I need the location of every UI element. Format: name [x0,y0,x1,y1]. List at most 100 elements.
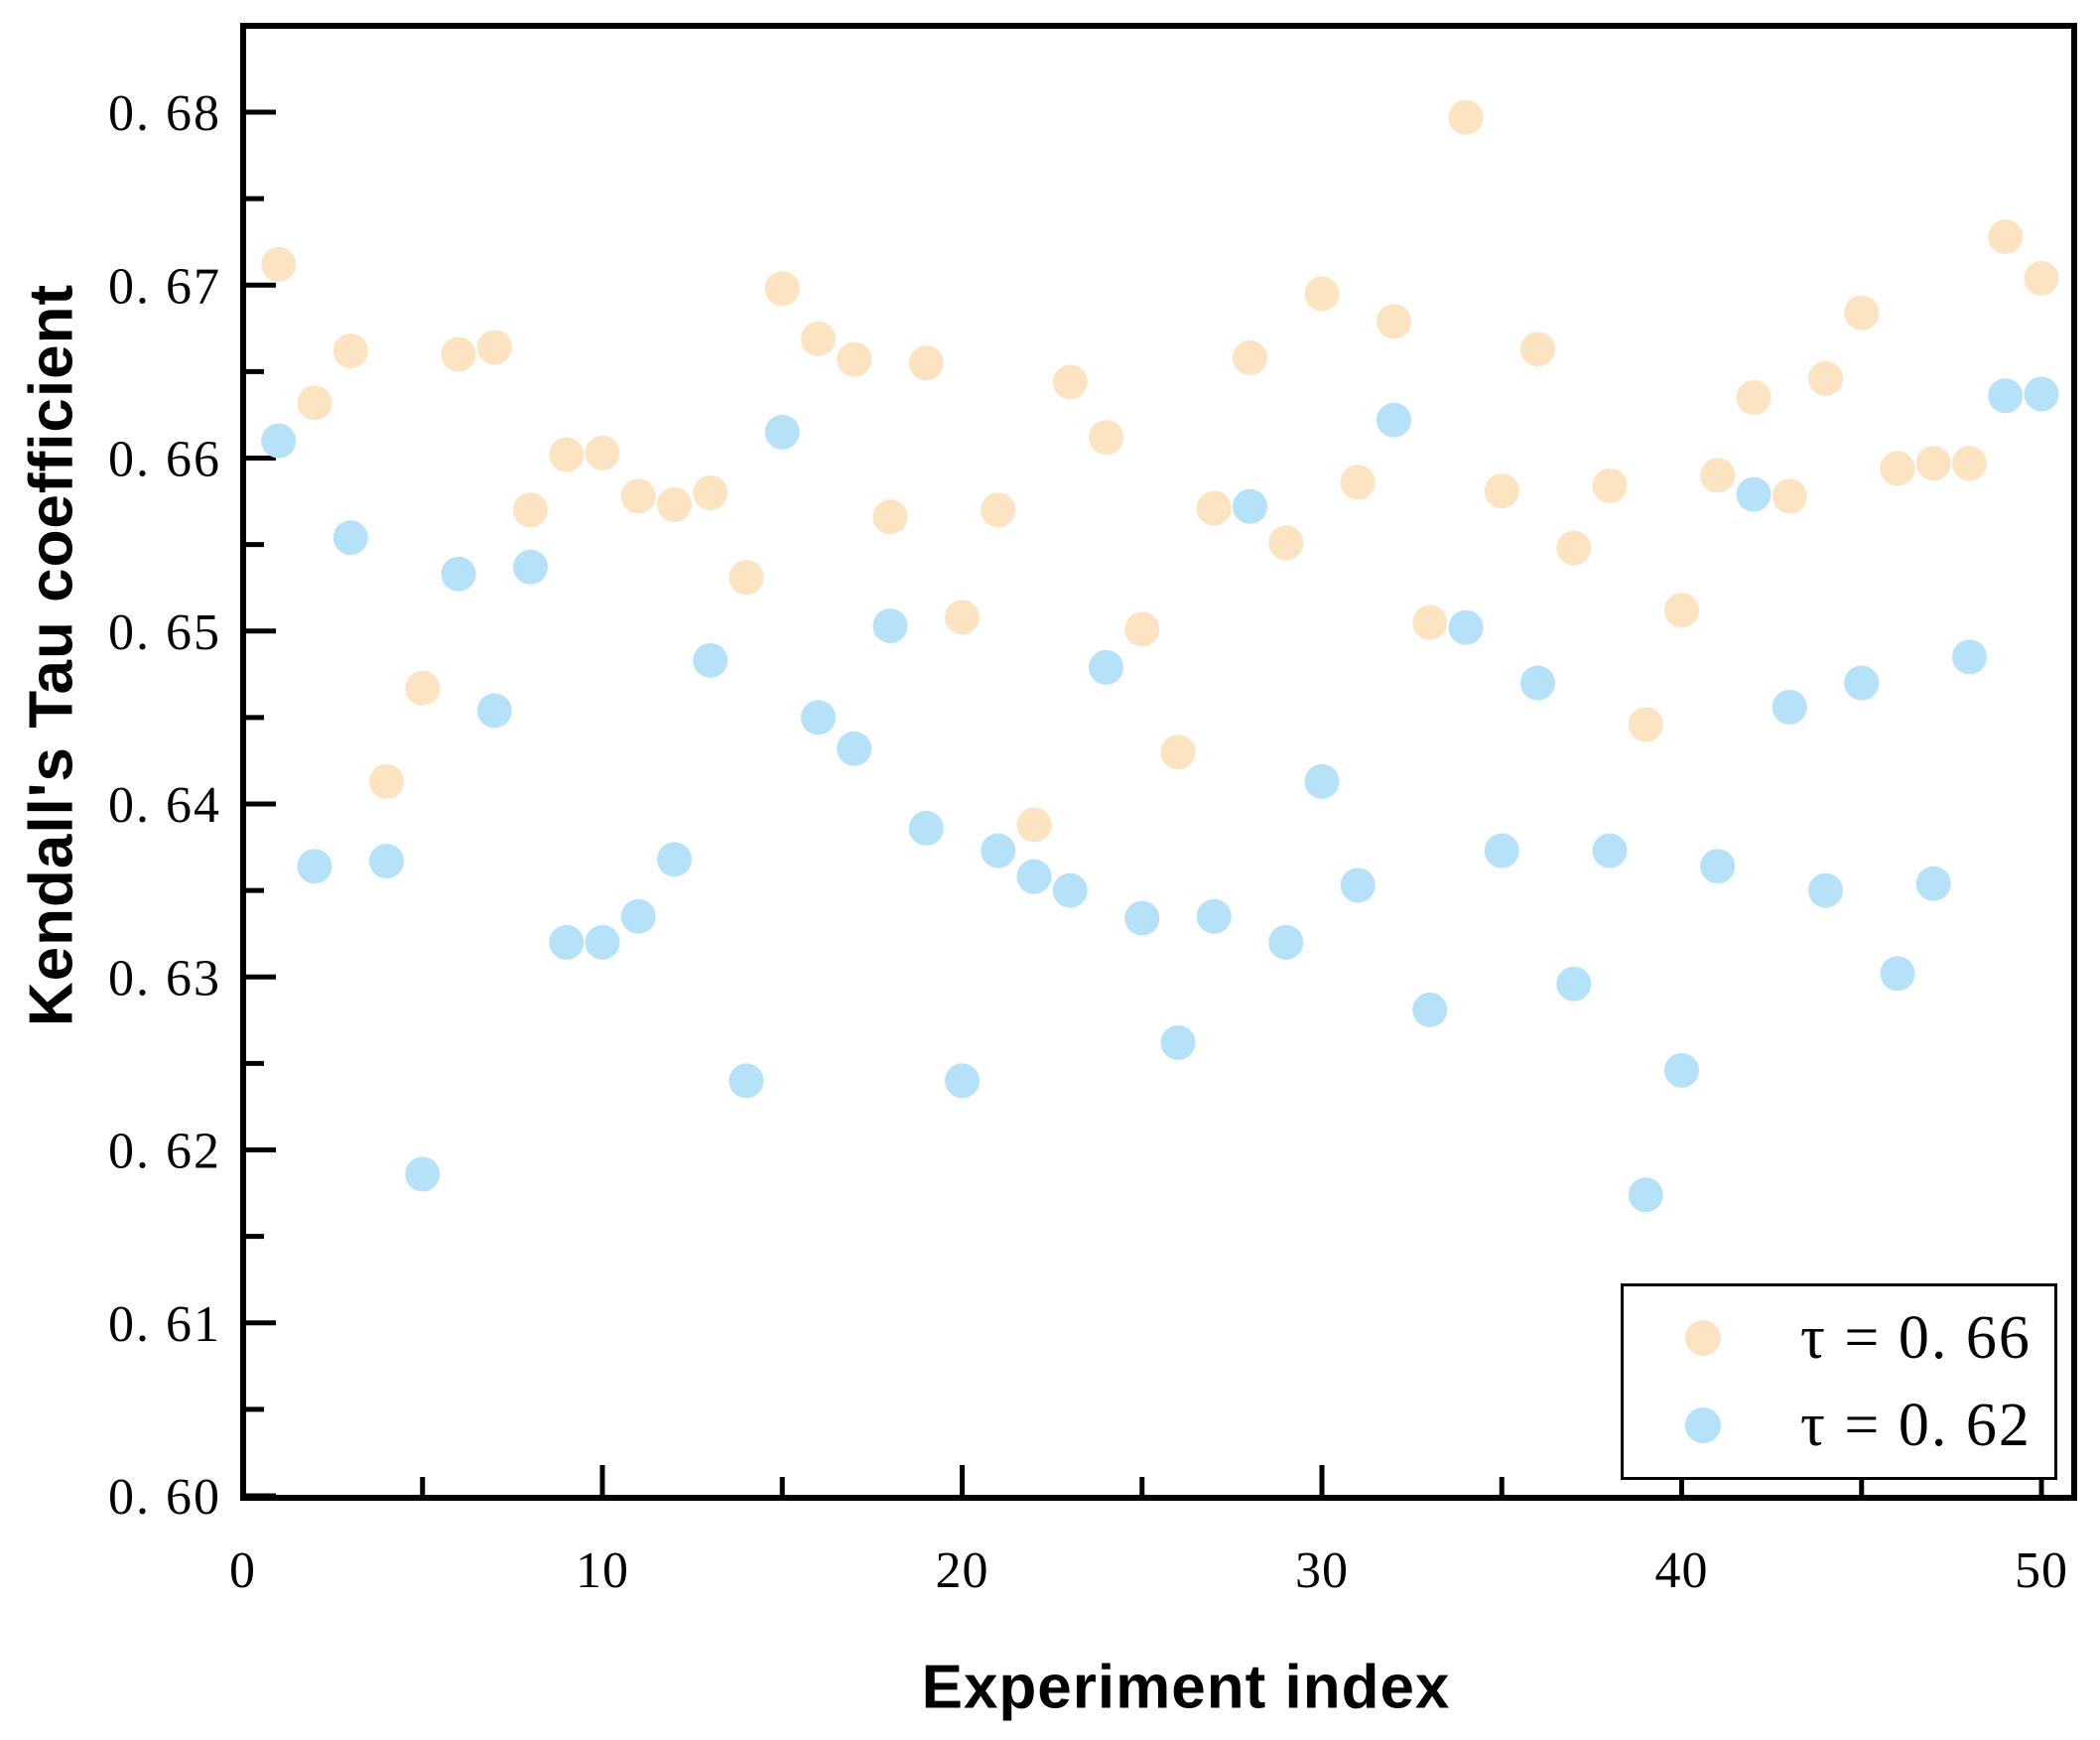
data-point [1016,859,1052,894]
data-point [2024,260,2059,296]
data-point [1520,665,1555,701]
data-point [441,556,476,592]
data-point [728,1063,764,1099]
data-point [1340,465,1376,500]
data-point [585,435,620,470]
data-point [1628,707,1663,742]
x-axis-title: Experiment index [921,1653,1451,1722]
data-point [620,898,656,934]
data-point [1377,304,1411,339]
data-point [1016,807,1052,843]
data-point [513,492,548,528]
data-point [332,520,368,556]
data-point [332,333,368,368]
data-point [513,549,548,585]
data-point [1124,611,1160,647]
legend-marker-orange-icon [1685,1320,1721,1356]
data-point [1196,898,1232,934]
data-point [981,833,1016,869]
data-point [549,924,585,960]
data-point [1592,833,1628,869]
data-point [837,341,872,377]
data-point [1592,468,1628,503]
data-point [801,700,836,736]
data-point [261,246,297,282]
data-point [476,693,512,729]
data-point [657,487,692,523]
data-point [1124,900,1160,936]
data-point [1556,530,1592,566]
data-point [585,924,620,960]
data-point [369,844,404,879]
data-point [1556,966,1592,1002]
data-point [728,560,764,596]
data-point [1233,488,1267,524]
data-point [405,670,441,706]
data-point [1772,478,1807,514]
data-point [1484,833,1519,869]
y-tick-label: 0. 67 [108,258,221,315]
data-point [1304,276,1340,312]
data-point [1412,604,1448,640]
x-tick-label: 40 [1655,1542,1709,1599]
data-point [693,474,728,510]
data-point [1988,378,2024,414]
data-point [908,345,944,381]
data-point [1664,1052,1699,1088]
data-point [1952,446,1987,481]
data-point [1880,451,1915,486]
legend-marker-blue-icon [1685,1407,1721,1443]
x-tick-label: 30 [1295,1542,1349,1599]
data-point [2024,376,2059,412]
legend-label-tau-062: τ = 0. 62 [1800,1391,2032,1459]
y-tick-label: 0. 60 [108,1469,221,1526]
legend-label-tau-066: τ = 0. 66 [1800,1303,2032,1372]
data-point [1628,1177,1663,1213]
data-point [1915,446,1951,481]
data-point [1448,99,1484,135]
data-point [1377,402,1411,438]
data-point [1196,490,1232,526]
data-point [872,608,908,644]
x-tick-label: 10 [576,1542,629,1599]
data-point [297,385,332,421]
y-tick-label: 0. 62 [108,1124,221,1180]
data-point [945,600,980,635]
data-point [1052,872,1088,908]
data-point [837,731,872,766]
data-point [1736,380,1772,416]
data-point [476,330,512,365]
data-point [1052,364,1088,400]
data-point [549,437,585,472]
data-point [1736,476,1772,512]
data-point [1089,649,1123,685]
data-point [1772,689,1807,725]
data-point [1952,639,1987,675]
data-point [657,842,692,877]
legend: τ = 0. 66 τ = 0. 62 [1621,1283,2057,1480]
data-point [261,423,297,459]
data-point [1915,866,1951,901]
plot-frame [240,23,2077,1501]
data-point [1304,763,1340,799]
data-point [1700,849,1736,884]
data-point [441,336,476,372]
data-point [1808,872,1843,908]
data-point [1160,735,1196,770]
data-point [945,1063,980,1099]
data-point [1844,295,1880,331]
y-tick-label: 0. 65 [108,604,221,661]
data-point [1880,956,1915,992]
data-point [872,499,908,535]
y-tick-label: 0. 63 [108,950,221,1006]
data-point [1268,924,1304,960]
data-point [1988,218,2024,254]
data-point [297,849,332,884]
data-point [764,414,800,450]
data-point [801,321,836,356]
data-point [405,1156,441,1192]
data-point [908,810,944,846]
data-point [1089,420,1123,456]
data-point [1700,458,1736,493]
data-point [1664,593,1699,628]
